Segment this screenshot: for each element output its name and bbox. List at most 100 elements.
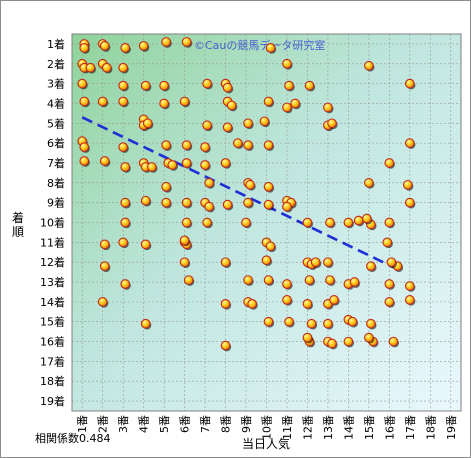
data-point: [329, 295, 340, 306]
data-point: [140, 239, 152, 251]
y-tick-label: 9着: [47, 196, 65, 210]
data-point: [404, 281, 416, 292]
x-tick-label: 11番: [281, 415, 294, 440]
data-point: [232, 138, 244, 149]
data-point: [353, 215, 365, 227]
data-point: [384, 217, 395, 229]
data-point: [79, 156, 90, 167]
data-point: [226, 100, 238, 112]
data-point: [159, 98, 170, 110]
data-point: [282, 201, 293, 213]
y-axis-title-char-2: 順: [12, 225, 24, 239]
x-tick-label: 2番: [97, 415, 110, 433]
data-point: [263, 140, 275, 151]
data-point: [241, 217, 252, 229]
x-tick-label: 6番: [179, 415, 192, 433]
y-axis-title: 着 順: [12, 210, 24, 239]
data-point: [265, 241, 277, 253]
data-point: [384, 297, 395, 308]
data-point: [263, 316, 275, 328]
x-tick-label: 18番: [424, 415, 437, 440]
data-point: [243, 118, 254, 130]
data-point: [222, 199, 234, 211]
data-point: [247, 299, 258, 310]
data-point: [386, 257, 397, 268]
data-point: [290, 98, 301, 110]
data-point: [402, 179, 414, 191]
x-tick-label: 8番: [220, 415, 233, 433]
data-point: [323, 102, 334, 114]
data-point: [99, 239, 111, 251]
y-tick-label: 18着: [40, 374, 65, 388]
data-point: [220, 340, 232, 352]
data-point: [179, 235, 191, 247]
x-tick-label: 16番: [383, 415, 396, 440]
data-point: [366, 318, 377, 330]
data-point: [99, 261, 111, 272]
data-point: [325, 217, 336, 229]
data-point: [204, 177, 215, 189]
y-tick-label: 19着: [40, 394, 65, 408]
data-point: [323, 257, 334, 268]
trendline: [81, 116, 397, 270]
data-point: [79, 43, 90, 54]
data-point: [118, 62, 129, 74]
data-point: [243, 140, 254, 151]
data-point: [263, 275, 275, 286]
data-point: [167, 160, 178, 171]
data-points: [77, 37, 416, 352]
data-point: [282, 295, 293, 306]
data-point: [347, 316, 359, 328]
y-tick-label: 11着: [40, 235, 65, 249]
data-point: [304, 275, 316, 286]
y-tick-labels: 1着 2着 3着 4着 5着 6着 7着 8着 9着 10着 11着 12着 13着 14着 15着 16着 1…: [40, 37, 65, 408]
data-point: [204, 201, 215, 213]
data-point: [200, 160, 211, 171]
correlation-label: 相関係数0.484: [35, 432, 111, 445]
data-point: [302, 217, 314, 229]
data-point: [101, 62, 113, 74]
data-point: [327, 118, 338, 130]
data-point: [263, 96, 275, 108]
data-point: [118, 80, 129, 92]
data-point: [404, 138, 416, 149]
data-point: [243, 197, 254, 209]
trendline-line: [81, 116, 397, 270]
data-point: [282, 58, 293, 70]
y-tick-label: 14着: [40, 295, 65, 309]
data-point: [349, 277, 361, 288]
data-point: [200, 142, 211, 153]
data-point: [222, 82, 234, 94]
data-point: [120, 279, 131, 290]
data-point: [161, 197, 172, 209]
data-point: [343, 217, 354, 229]
data-point: [120, 162, 131, 173]
data-point: [138, 41, 150, 52]
data-point: [79, 96, 90, 108]
data-point: [364, 332, 375, 344]
x-tick-label: 7番: [199, 415, 212, 433]
y-tick-label: 3着: [47, 77, 65, 91]
x-tick-label: 10番: [261, 415, 274, 440]
data-point: [282, 279, 293, 290]
data-point: [159, 80, 170, 92]
data-point: [140, 195, 152, 207]
y-tick-label: 8着: [47, 176, 65, 190]
data-point: [181, 217, 193, 229]
y-tick-label: 1着: [47, 37, 65, 51]
data-point: [142, 118, 154, 130]
x-tick-labels: 1番 2番 3番 4番 5番 6番 7番 8番 9番 10番 11番 12番 13番 14番 15番 16番 1…: [76, 415, 458, 440]
data-point: [388, 336, 400, 348]
data-point: [304, 80, 316, 92]
y-tick-label: 10着: [40, 216, 65, 230]
data-point: [366, 261, 377, 272]
data-point: [202, 78, 213, 90]
y-tick-label: 17着: [40, 354, 65, 368]
data-point: [120, 43, 131, 54]
x-tick-label: 4番: [138, 415, 151, 433]
data-point: [404, 78, 416, 90]
data-point: [306, 318, 318, 330]
data-point: [161, 140, 172, 151]
